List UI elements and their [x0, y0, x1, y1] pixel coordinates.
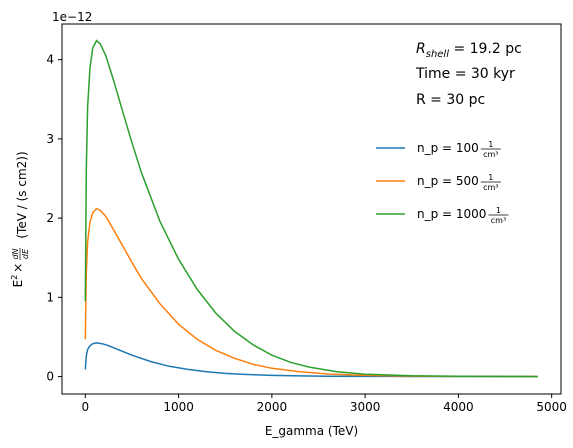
- ylabel-unit: (TeV / (s cm2)): [15, 151, 29, 238]
- legend-unit-denominator-2: cm³: [491, 216, 506, 225]
- x-tick-label: 0: [81, 400, 89, 414]
- y-tick-label: 0: [46, 370, 54, 384]
- annotation-rshell: Rshell = 19.2 pc: [416, 41, 522, 60]
- y-tick-label: 4: [46, 53, 54, 67]
- x-tick-label: 1000: [163, 400, 194, 414]
- x-axis-ticks: 0 1000 2000 3000 4000 5000: [81, 394, 567, 414]
- x-tick-label: 5000: [536, 400, 567, 414]
- legend-label-0: n_p = 100: [417, 141, 479, 155]
- legend-unit-denominator-1: cm³: [483, 183, 498, 192]
- y-axis-label: E2 ×: [10, 263, 25, 288]
- ylabel-times: ×: [11, 263, 25, 273]
- legend-unit-numerator-0: 1: [488, 140, 493, 149]
- ylabel-frac-numerator: dN: [11, 248, 20, 259]
- y-tick-label: 2: [46, 211, 54, 225]
- series-line-0: [84, 342, 538, 378]
- y-tick-label: 1: [46, 290, 54, 304]
- x-tick-label: 3000: [350, 400, 381, 414]
- y-axis-label-fraction: dN dE: [11, 248, 30, 260]
- x-tick-label: 4000: [443, 400, 474, 414]
- legend-label-1: n_p = 500: [417, 174, 479, 188]
- legend-label-2: n_p = 1000: [417, 207, 486, 221]
- svg-text:E2×: E2 ×: [10, 263, 25, 288]
- legend-unit-denominator-0: cm³: [483, 150, 498, 159]
- y-tick-label: 3: [46, 132, 54, 146]
- annotation-rshell-main: R: [416, 41, 426, 57]
- ylabel-sup: 2: [10, 275, 19, 280]
- legend-unit-numerator-1: 1: [488, 173, 493, 182]
- annotation-rshell-sub: shell: [426, 49, 449, 60]
- series-line-2: [84, 39, 538, 378]
- series-layer: [84, 39, 538, 378]
- ylabel-base: E: [11, 280, 25, 288]
- ylabel-frac-denominator: dE: [21, 248, 30, 259]
- x-axis-label: E_gamma (TeV): [265, 424, 358, 438]
- annotation-time: Time = 30 kyr: [415, 66, 515, 82]
- legend-unit-numerator-2: 1: [496, 206, 501, 215]
- plot-area-frame: [61, 23, 562, 395]
- annotation-radius: R = 30 pc: [416, 92, 485, 108]
- y-axis-ticks: 0 1 2 3 4: [46, 53, 62, 384]
- y-axis-offset-text: 1e−12: [52, 10, 92, 24]
- annotation-rshell-rest: = 19.2 pc: [449, 41, 522, 57]
- series-line-1: [84, 207, 538, 378]
- x-tick-label: 2000: [257, 400, 288, 414]
